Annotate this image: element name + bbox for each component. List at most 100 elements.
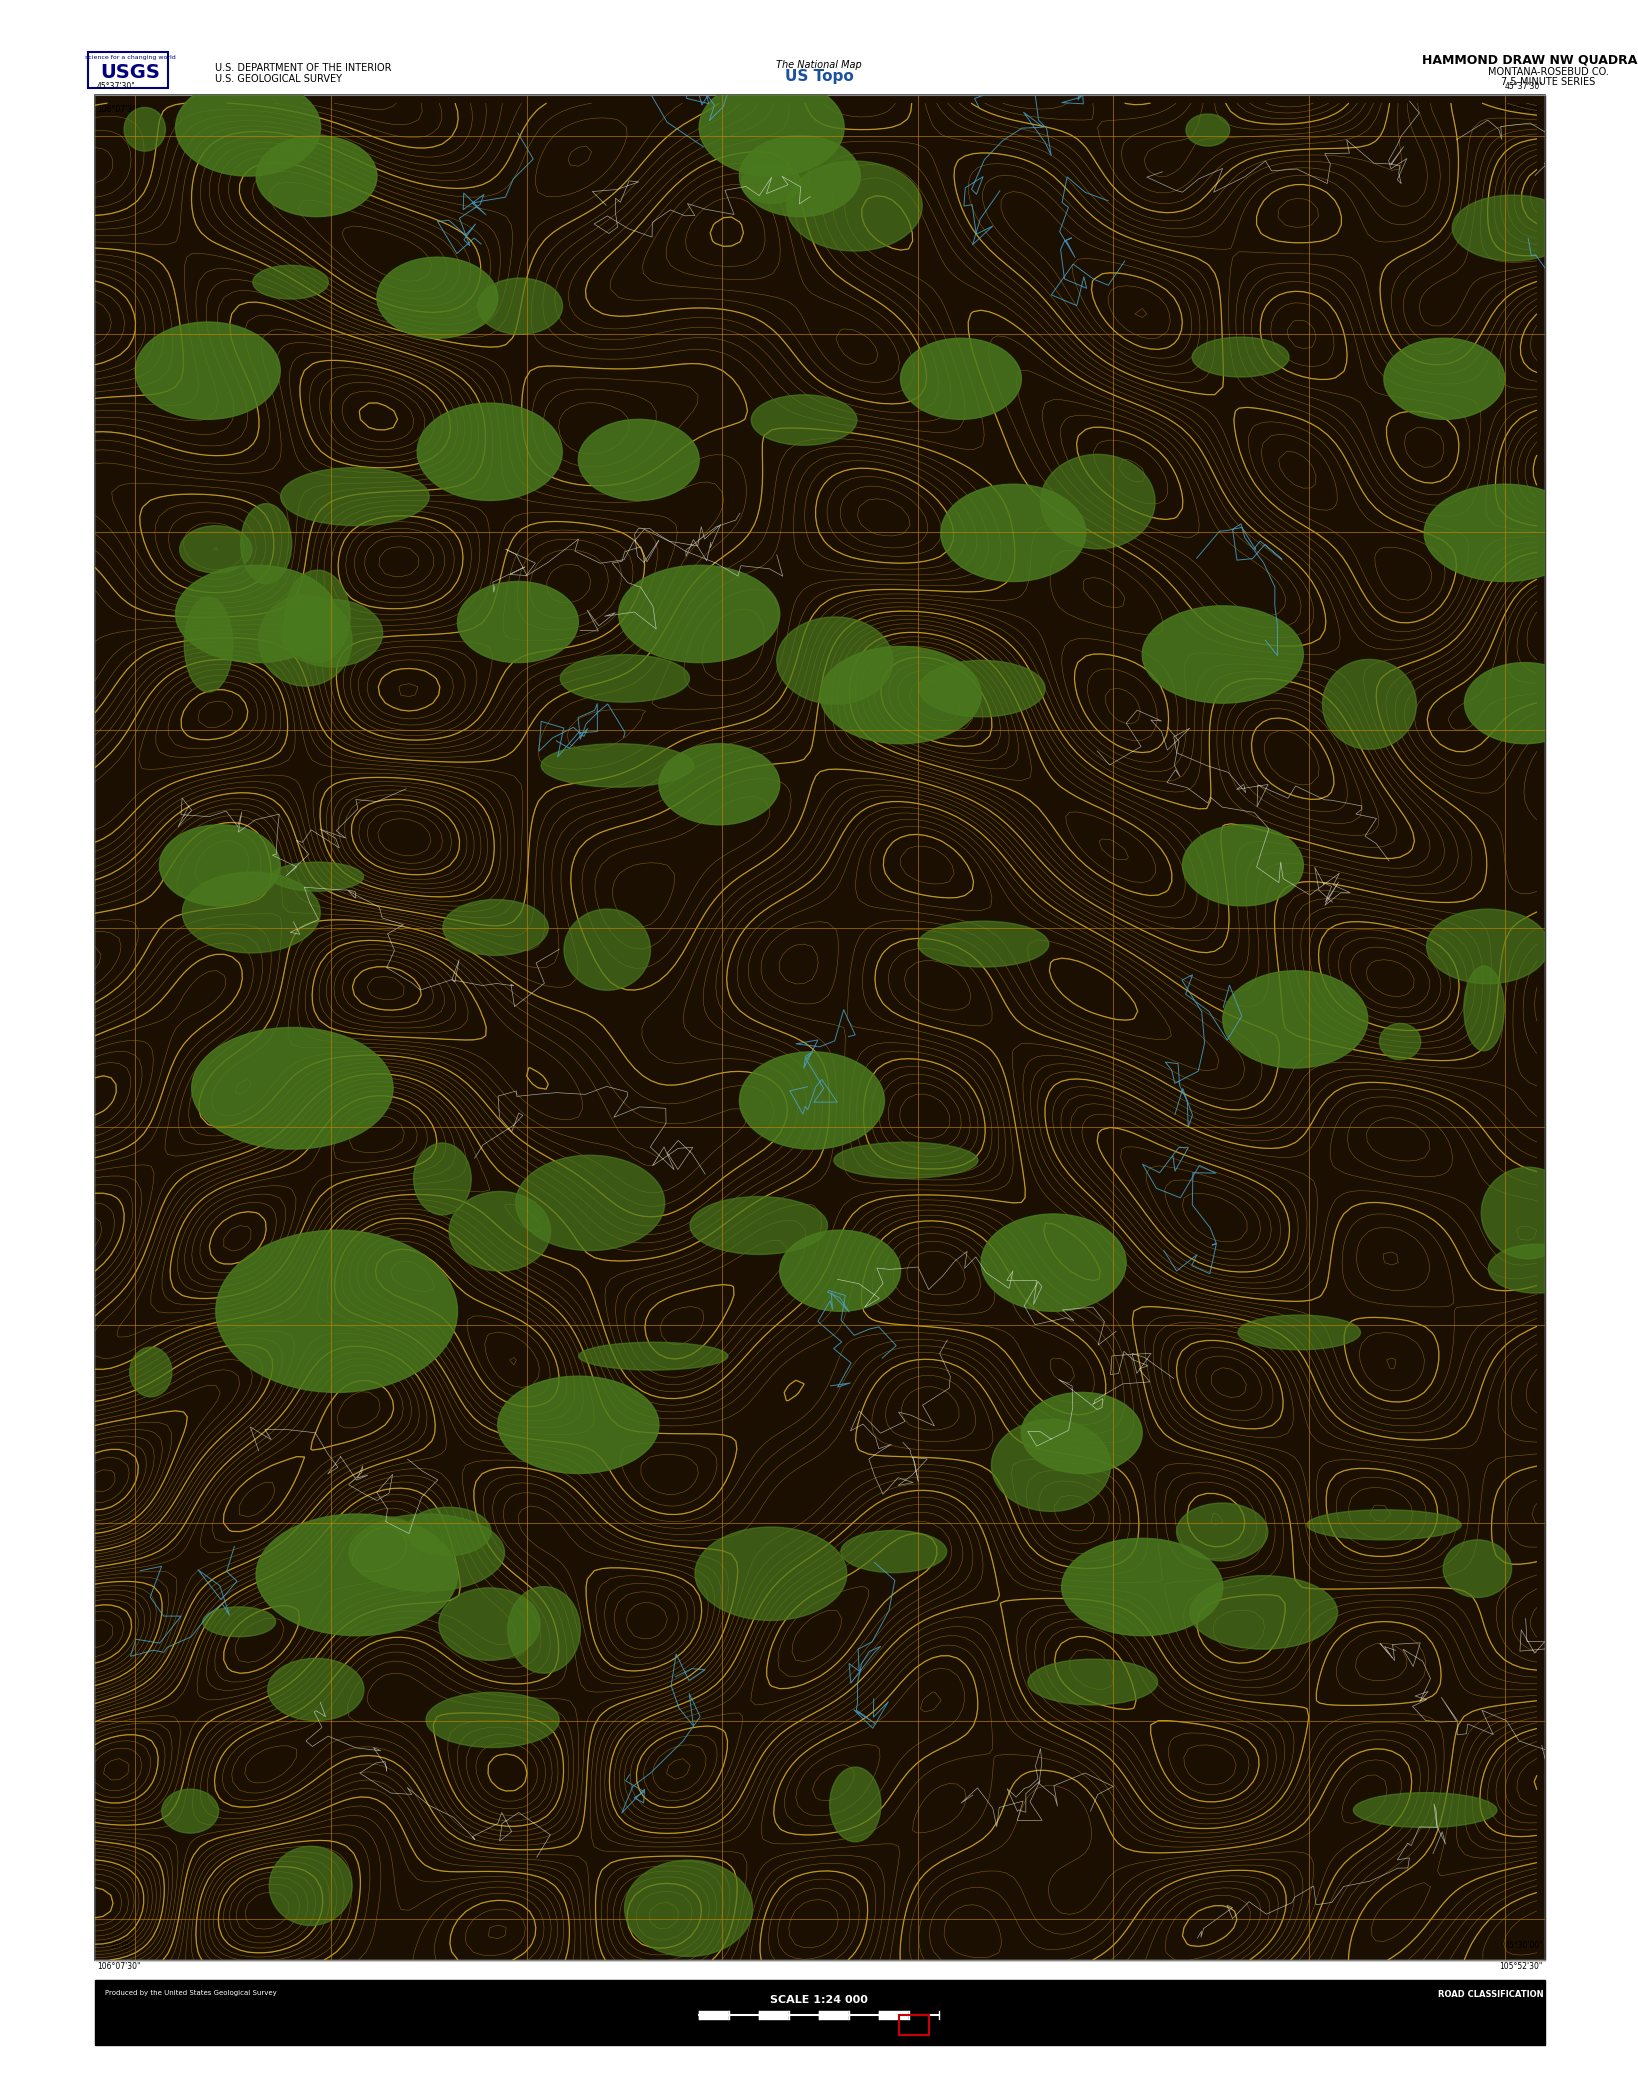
Bar (899, 2015, 929, 2036)
Ellipse shape (1307, 1510, 1461, 1539)
Ellipse shape (272, 862, 364, 892)
Ellipse shape (1427, 908, 1550, 983)
Ellipse shape (516, 1155, 665, 1251)
Ellipse shape (1353, 1794, 1497, 1827)
Ellipse shape (449, 1192, 550, 1272)
Ellipse shape (619, 566, 780, 662)
Ellipse shape (560, 656, 690, 702)
Ellipse shape (1061, 1539, 1224, 1635)
Ellipse shape (1464, 967, 1504, 1050)
Ellipse shape (1029, 1660, 1158, 1706)
Ellipse shape (1464, 662, 1586, 743)
Text: HAMMOND DRAW NW QUADRANGLE: HAMMOND DRAW NW QUADRANGLE (1422, 54, 1638, 67)
Ellipse shape (1379, 1023, 1420, 1061)
Text: 7.5-MINUTE SERIES: 7.5-MINUTE SERIES (1500, 77, 1595, 88)
Ellipse shape (1176, 1503, 1268, 1562)
Ellipse shape (124, 106, 165, 150)
Ellipse shape (1142, 606, 1304, 704)
Ellipse shape (541, 743, 695, 787)
Ellipse shape (1384, 338, 1505, 420)
Ellipse shape (690, 1196, 827, 1255)
Bar (848, 2011, 880, 2019)
Ellipse shape (159, 825, 280, 906)
Bar (758, 2011, 790, 2019)
Ellipse shape (1481, 1167, 1574, 1259)
Ellipse shape (216, 1230, 457, 1393)
Bar (790, 2011, 819, 2019)
Ellipse shape (1238, 1315, 1361, 1349)
Ellipse shape (1423, 484, 1586, 583)
Ellipse shape (256, 1514, 457, 1635)
Ellipse shape (129, 1347, 172, 1397)
Ellipse shape (1453, 194, 1572, 261)
Text: US Topo: US Topo (785, 69, 853, 84)
Text: SCALE 1:24 000: SCALE 1:24 000 (770, 1994, 868, 2004)
Ellipse shape (821, 647, 981, 743)
Text: 45°37'30": 45°37'30" (97, 81, 136, 92)
Ellipse shape (442, 900, 549, 956)
Ellipse shape (426, 1693, 559, 1748)
Ellipse shape (252, 265, 328, 299)
Ellipse shape (780, 1230, 901, 1311)
Ellipse shape (658, 743, 780, 825)
Ellipse shape (508, 1587, 580, 1672)
Ellipse shape (1022, 1393, 1142, 1474)
Ellipse shape (1224, 971, 1368, 1069)
Ellipse shape (752, 395, 857, 445)
Ellipse shape (624, 1860, 752, 1956)
Text: 106°07'30": 106°07'30" (97, 104, 141, 115)
Ellipse shape (991, 1420, 1111, 1512)
Ellipse shape (1186, 115, 1230, 146)
Text: 45°37'30": 45°37'30" (1504, 81, 1543, 92)
Bar (729, 2011, 758, 2019)
Ellipse shape (1489, 1244, 1584, 1292)
Ellipse shape (175, 566, 337, 662)
Ellipse shape (457, 583, 578, 662)
Ellipse shape (285, 570, 351, 662)
Text: USGS: USGS (100, 63, 161, 81)
Bar (95, 94, 1545, 1961)
Ellipse shape (182, 873, 321, 952)
Ellipse shape (414, 1142, 472, 1215)
Ellipse shape (269, 1846, 352, 1925)
Ellipse shape (175, 79, 321, 175)
Ellipse shape (940, 484, 1086, 583)
Bar (95, 94, 1545, 1961)
Ellipse shape (776, 618, 893, 704)
Ellipse shape (901, 338, 1022, 420)
Text: U.S. GEOLOGICAL SURVEY: U.S. GEOLOGICAL SURVEY (215, 73, 342, 84)
Ellipse shape (192, 1027, 393, 1148)
Ellipse shape (840, 1531, 947, 1572)
Ellipse shape (162, 1789, 218, 1833)
Text: 105°52'30": 105°52'30" (1500, 1963, 1543, 1971)
Ellipse shape (1040, 455, 1155, 549)
Bar (88, 52, 169, 88)
Ellipse shape (439, 1587, 541, 1660)
Ellipse shape (695, 1526, 847, 1620)
Text: science for a changing world: science for a changing world (85, 56, 175, 61)
Ellipse shape (834, 1142, 978, 1178)
Text: 106°07'30": 106°07'30" (97, 1963, 141, 1971)
Ellipse shape (1443, 1539, 1512, 1597)
Ellipse shape (280, 468, 429, 526)
Ellipse shape (739, 136, 860, 217)
Bar (819, 2011, 848, 2019)
Bar (909, 2011, 939, 2019)
Ellipse shape (742, 163, 801, 203)
Text: 105°52'30": 105°52'30" (1500, 104, 1543, 115)
Ellipse shape (830, 1766, 881, 1842)
Ellipse shape (578, 1343, 727, 1370)
Text: 45°30'00": 45°30'00" (97, 1942, 136, 1950)
Bar (880, 2011, 909, 2019)
Ellipse shape (563, 908, 650, 990)
Ellipse shape (377, 257, 498, 338)
Ellipse shape (241, 503, 292, 585)
Ellipse shape (919, 660, 1045, 716)
Ellipse shape (406, 1508, 491, 1556)
Ellipse shape (1189, 1576, 1338, 1650)
Text: The National Map: The National Map (776, 61, 862, 71)
Ellipse shape (786, 161, 922, 251)
Text: MONTANA-ROSEBUD CO.: MONTANA-ROSEBUD CO. (1487, 67, 1609, 77)
Ellipse shape (917, 921, 1048, 967)
Ellipse shape (185, 597, 233, 691)
